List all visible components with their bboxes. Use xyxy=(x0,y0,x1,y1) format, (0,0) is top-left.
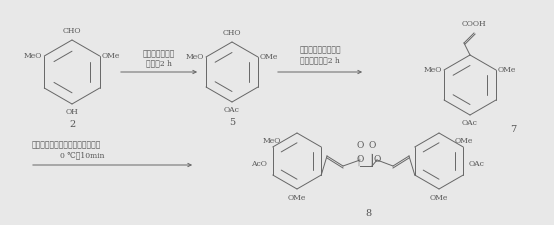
Text: OAc: OAc xyxy=(469,160,485,168)
Text: OMe: OMe xyxy=(288,194,306,202)
Text: 丙二酸，吡啶，苯，: 丙二酸，吡啶，苯， xyxy=(299,46,341,54)
Text: O: O xyxy=(356,155,363,164)
Text: 2: 2 xyxy=(69,120,75,129)
Text: 7: 7 xyxy=(510,125,516,134)
Text: CHO: CHO xyxy=(63,27,81,35)
Text: 三光气，三乙胺，无水乙酸乙酯，: 三光气，三乙胺，无水乙酸乙酯， xyxy=(32,141,101,149)
Text: O: O xyxy=(373,155,381,164)
Text: 乙酸酐，吡啶，: 乙酸酐，吡啶， xyxy=(143,50,175,58)
Text: 哌啶，回流，2 h: 哌啶，回流，2 h xyxy=(300,56,340,64)
Text: CHO: CHO xyxy=(223,29,241,37)
Text: MeO: MeO xyxy=(424,66,442,74)
Text: OMe: OMe xyxy=(102,52,120,60)
Text: OMe: OMe xyxy=(260,53,278,61)
Text: OAc: OAc xyxy=(462,119,478,127)
Text: AcO: AcO xyxy=(251,160,267,168)
Text: MeO: MeO xyxy=(24,52,42,60)
Text: 回流，2 h: 回流，2 h xyxy=(146,59,172,67)
Text: COOH: COOH xyxy=(461,20,486,28)
Text: 8: 8 xyxy=(365,209,371,218)
Text: OH: OH xyxy=(65,108,78,116)
Text: OMe: OMe xyxy=(430,194,448,202)
Text: O: O xyxy=(368,141,376,150)
Text: MeO: MeO xyxy=(186,53,204,61)
Text: OMe: OMe xyxy=(455,137,473,145)
Text: OAc: OAc xyxy=(224,106,240,114)
Text: O: O xyxy=(356,141,363,150)
Text: 5: 5 xyxy=(229,118,235,127)
Text: 0 ℃，10min: 0 ℃，10min xyxy=(60,151,105,159)
Text: MeO: MeO xyxy=(263,137,281,145)
Text: OMe: OMe xyxy=(498,66,516,74)
